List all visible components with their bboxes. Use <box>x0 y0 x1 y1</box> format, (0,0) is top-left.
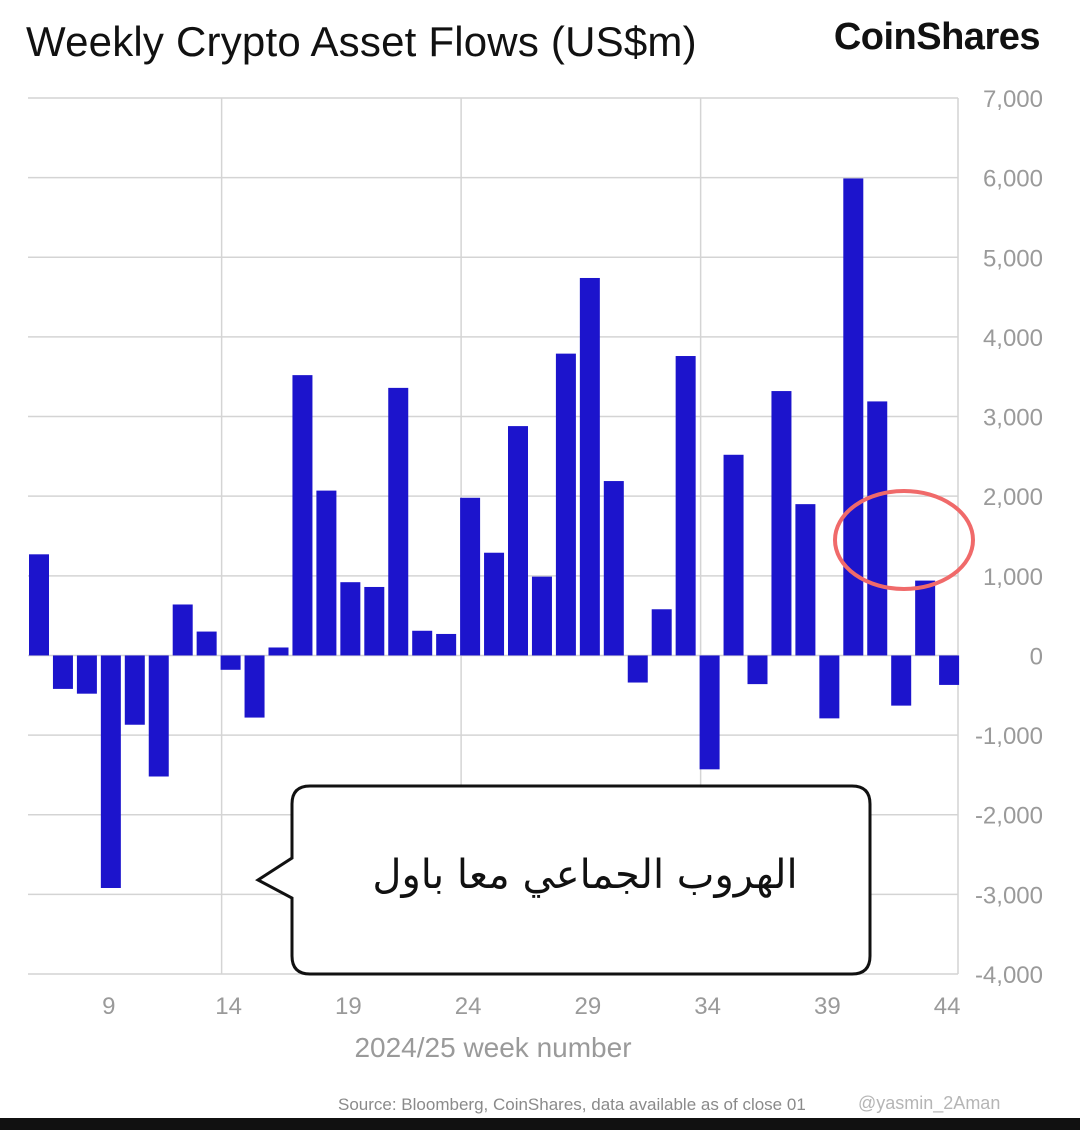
bar-week-37 <box>771 391 792 656</box>
callout-text: الهروب الجماعي معا باول <box>372 852 797 898</box>
x-tick-label: 9 <box>102 993 115 1020</box>
y-axis-ticks: 7,000 6,000 5,000 4,000 3,000 2,000 1,000 0 -1,0… <box>975 86 1043 989</box>
y-tick-label: 3,000 <box>983 405 1043 432</box>
bar-week-6 <box>29 554 49 656</box>
bar-week-29 <box>579 277 600 656</box>
bar-week-31 <box>627 655 648 683</box>
bar-week-14 <box>220 655 241 670</box>
highlight-circle <box>833 489 975 591</box>
y-tick-label: -2,000 <box>975 803 1043 830</box>
callout-bubble: الهروب الجماعي معا باول <box>255 784 872 976</box>
bar-week-21 <box>388 387 409 656</box>
bar-week-19 <box>340 582 361 656</box>
bar-week-42 <box>891 655 912 706</box>
bar-week-20 <box>364 586 385 656</box>
x-tick-label: 19 <box>335 993 362 1020</box>
y-tick-label: -4,000 <box>975 962 1043 989</box>
watermark: @yasmin_2Aman <box>858 1093 1001 1113</box>
bottom-bar <box>0 1118 1080 1130</box>
bar-week-15 <box>244 655 265 718</box>
bar-week-7 <box>52 655 73 689</box>
y-tick-label: 1,000 <box>983 564 1043 591</box>
bars <box>29 178 960 888</box>
y-tick-label: 5,000 <box>983 245 1043 272</box>
bar-week-25 <box>484 552 505 656</box>
bar-week-33 <box>675 356 696 656</box>
y-tick-label: 4,000 <box>983 325 1043 352</box>
bar-week-41 <box>867 401 888 656</box>
y-tick-label: 7,000 <box>983 86 1043 113</box>
y-tick-label: -3,000 <box>975 882 1043 909</box>
bar-week-24 <box>460 497 481 656</box>
bar-week-44 <box>939 655 960 685</box>
bar-week-17 <box>292 375 313 656</box>
chart-title: Weekly Crypto Asset Flows (US$m) <box>26 18 697 65</box>
bar-week-38 <box>795 504 816 656</box>
bar-week-8 <box>76 655 97 694</box>
bar-week-32 <box>651 609 672 656</box>
y-tick-label: 0 <box>1030 643 1043 670</box>
bar-week-13 <box>196 631 217 656</box>
bar-week-9 <box>100 655 121 888</box>
bar-week-30 <box>603 481 624 656</box>
x-axis-label: 2024/25 week number <box>354 1032 631 1063</box>
bar-week-12 <box>172 604 193 656</box>
bar-week-28 <box>555 353 576 656</box>
bar-week-35 <box>723 454 744 656</box>
bar-week-10 <box>124 655 145 725</box>
bar-week-18 <box>316 490 337 656</box>
bar-week-34 <box>699 655 720 770</box>
bar-week-36 <box>747 655 768 685</box>
x-tick-label: 14 <box>215 993 242 1020</box>
bar-week-43 <box>915 580 936 656</box>
bar-week-27 <box>531 576 552 656</box>
bar-week-16 <box>268 647 289 656</box>
bar-chart: 7,000 6,000 5,000 4,000 3,000 2,000 1,000 0 -1,0… <box>28 86 1043 1063</box>
bar-week-26 <box>508 426 528 656</box>
bar-week-39 <box>819 655 840 719</box>
y-tick-label: -1,000 <box>975 723 1043 750</box>
x-tick-label: 24 <box>455 993 482 1020</box>
coinshares-logo: CoinShares <box>833 16 1041 58</box>
y-tick-label: 6,000 <box>983 166 1043 193</box>
x-tick-label: 44 <box>934 993 961 1020</box>
y-tick-label: 2,000 <box>983 484 1043 511</box>
x-tick-label: 29 <box>574 993 601 1020</box>
x-axis-ticks: 9 14 19 24 29 34 39 44 <box>102 993 960 1020</box>
bar-week-22 <box>412 630 433 656</box>
x-tick-label: 39 <box>814 993 841 1020</box>
bar-week-23 <box>436 633 457 656</box>
bar-week-40 <box>843 178 864 656</box>
bar-week-11 <box>148 655 169 777</box>
x-tick-label: 34 <box>694 993 721 1020</box>
source-note: Source: Bloomberg, CoinShares, data avai… <box>338 1095 806 1114</box>
